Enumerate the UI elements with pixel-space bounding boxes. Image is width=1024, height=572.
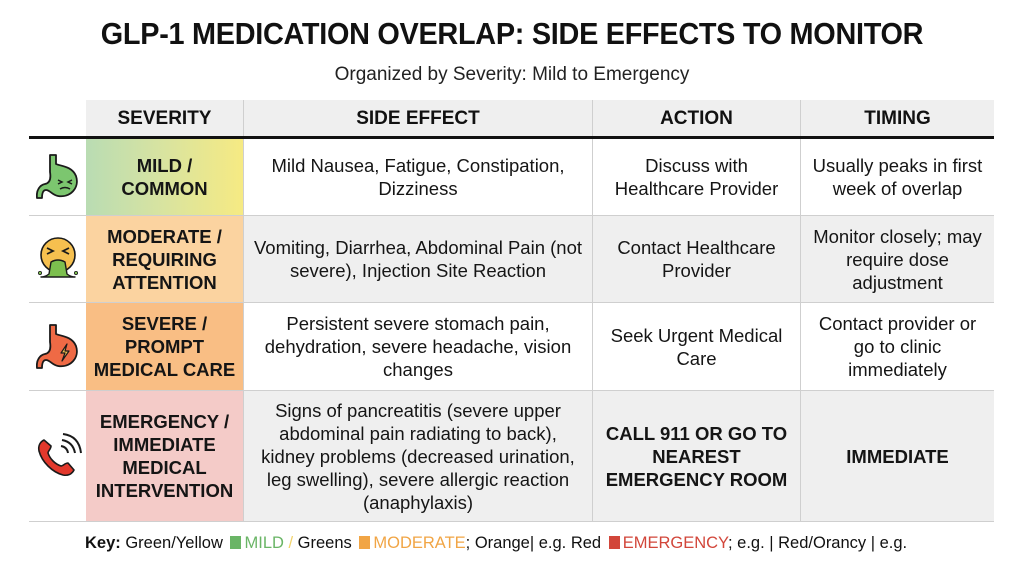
column-header-timing: TIMING xyxy=(801,100,994,136)
key-label: Key: xyxy=(85,534,121,552)
timing-text: Monitor closely; may require dose adjust… xyxy=(801,216,994,302)
header-icon-spacer xyxy=(29,100,86,136)
stomach-pain-bolt-icon xyxy=(29,303,86,390)
key-moderate: MODERATE xyxy=(373,534,466,552)
page-subtitle: Organized by Severity: Mild to Emergency xyxy=(334,64,690,85)
side-effect-text: Vomiting, Diarrhea, Abdominal Pain (not … xyxy=(244,216,593,302)
column-header-action: ACTION xyxy=(593,100,801,136)
color-key-legend: Key: Green/Yellow MILD / Greens MODERATE… xyxy=(85,534,907,553)
table-row-emergency: EMERGENCY / IMMEDIATE MEDICAL INTERVENTI… xyxy=(29,391,994,522)
action-text: Contact Healthcare Provider xyxy=(593,216,801,302)
severity-label: EMERGENCY / IMMEDIATE MEDICAL INTERVENTI… xyxy=(86,391,244,521)
key-slash: / xyxy=(283,534,298,552)
key-mild: MILD xyxy=(244,534,284,552)
key-text-green-yellow: Green/Yellow xyxy=(120,534,223,552)
mild-swatch xyxy=(230,536,242,549)
side-effect-text: Signs of pancreatitis (severe upper abdo… xyxy=(244,391,593,521)
timing-text: Contact provider or go to clinic immedia… xyxy=(818,313,977,380)
key-text-orange: ; Orange| e.g. Red xyxy=(465,534,602,552)
phone-ringing-icon xyxy=(29,391,86,521)
column-header-severity: SEVERITY xyxy=(86,100,244,136)
column-header-side-effect: SIDE EFFECT xyxy=(244,100,593,136)
timing-text: IMMEDIATE xyxy=(801,391,994,521)
action-text: CALL 911 OR GO TO NEAREST EMERGENCY ROOM xyxy=(593,391,801,521)
key-text-red: ; e.g. | Red/Orancy | e.g. xyxy=(727,534,908,552)
action-text: Discuss with Healthcare Provider xyxy=(593,139,801,215)
severity-label: MODERATE / REQUIRING ATTENTION xyxy=(86,216,244,302)
side-effect-text: Persistent severe stomach pain, dehydrat… xyxy=(244,303,593,390)
table-header-row: SEVERITY SIDE EFFECT ACTION TIMING xyxy=(29,100,994,139)
vomiting-face-icon xyxy=(29,216,86,302)
page-title: GLP-1 MEDICATION OVERLAP: SIDE EFFECTS T… xyxy=(100,16,924,51)
key-emergency: EMERGENCY xyxy=(622,534,728,552)
side-effects-table: SEVERITY SIDE EFFECT ACTION TIMING MILD … xyxy=(29,100,994,522)
side-effect-text: Mild Nausea, Fatigue, Constipation, Dizz… xyxy=(244,139,593,215)
table-row-moderate: MODERATE / REQUIRING ATTENTION Vomiting,… xyxy=(29,216,994,303)
stomach-nausea-icon xyxy=(29,139,86,215)
emergency-swatch xyxy=(608,536,620,549)
severity-label: MILD / COMMON xyxy=(86,139,244,215)
timing-text: Usually peaks in first week of overlap xyxy=(812,155,983,199)
moderate-swatch xyxy=(359,536,371,549)
action-text: Seek Urgent Medical Care xyxy=(593,303,801,390)
table-row-mild: MILD / COMMON Mild Nausea, Fatigue, Cons… xyxy=(29,139,994,216)
severity-label: SEVERE / PROMPT MEDICAL CARE xyxy=(86,303,244,390)
table-row-severe: SEVERE / PROMPT MEDICAL CARE Persistent … xyxy=(29,303,994,391)
key-text-greens: Greens xyxy=(297,534,352,552)
